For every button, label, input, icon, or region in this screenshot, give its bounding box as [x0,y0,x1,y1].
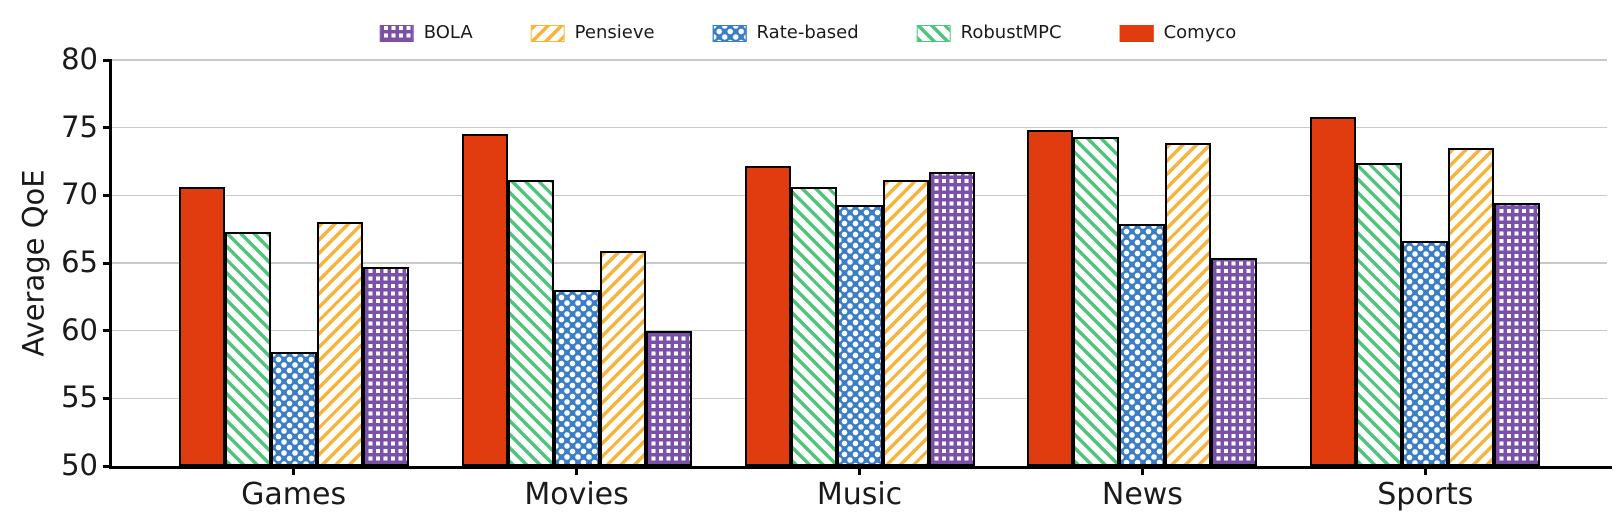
y-tick-mark [103,261,112,265]
bar-comyco-movies [461,134,508,466]
bar-rate-based-sports [1402,241,1449,466]
legend-swatch-comyco [1119,24,1154,42]
legend-item-robustmpc: RobustMPC [916,22,1062,43]
gridline-y-70 [112,194,1607,197]
legend-label: BOLA [423,22,473,43]
bar-rate-based-movies [553,290,600,466]
x-tick-label: Movies [524,477,629,512]
bar-pensieve-games [316,222,363,466]
y-tick-mark [103,193,112,197]
x-tick-mark [292,466,296,475]
bar-bola-sports [1494,203,1541,466]
y-tick-mark [103,329,112,333]
bar-bola-movies [645,330,692,466]
x-tick-mark [575,466,579,475]
bar-bola-news [1211,257,1258,466]
x-tick-mark [1140,466,1144,475]
legend-label: RobustMPC [960,22,1062,43]
x-tick-mark [1423,466,1427,475]
x-tick-label: Music [816,477,903,512]
y-tick-mark [103,396,112,400]
legend-label: Comyco [1163,22,1237,43]
y-tick-label: 60 [61,312,98,347]
gridline-y-80 [112,59,1607,61]
bar-rate-based-games [270,352,317,466]
legend-swatch-pensieve [530,24,565,42]
y-tick-label: 80 [61,42,98,76]
legend-item-rate-based: Rate-based [712,22,859,43]
legend-item-bola: BOLA [379,22,473,43]
bar-pensieve-music [882,180,929,466]
legend-swatch-rate-based [712,24,747,42]
gridline-y-75 [112,126,1607,129]
x-tick-mark [858,466,861,475]
bar-bola-music [928,172,975,466]
legend-label: Pensieve [574,22,655,43]
y-axis-spine [109,60,112,469]
y-tick-mark [103,464,112,468]
bar-robustmpc-games [224,231,271,466]
legend-item-comyco: Comyco [1119,22,1237,43]
y-tick-label: 65 [61,245,98,279]
y-tick-label: 50 [61,448,98,482]
bar-comyco-sports [1310,116,1357,466]
chart-legend: BOLA Pensieve Rate-based RobustMPC Comyco [379,22,1237,43]
x-axis-spine [109,466,1612,469]
bar-rate-based-music [836,204,883,466]
bar-robustmpc-movies [507,180,554,466]
legend-label: Rate-based [756,22,859,43]
bar-rate-based-news [1119,223,1166,466]
bar-pensieve-sports [1448,147,1495,466]
x-tick-label: Sports [1377,477,1474,512]
bar-robustmpc-sports [1356,162,1403,466]
y-tick-label: 55 [61,380,98,415]
legend-swatch-bola [379,24,414,42]
bar-comyco-news [1027,130,1074,466]
x-tick-label: Games [241,477,347,512]
bar-robustmpc-news [1073,137,1120,466]
y-tick-label: 75 [61,109,98,144]
bar-pensieve-news [1165,142,1212,466]
y-tick-mark [103,126,112,130]
legend-swatch-robustmpc [916,24,951,42]
legend-item-pensieve: Pensieve [530,22,655,43]
bar-bola-games [362,267,409,466]
bar-comyco-games [178,187,225,466]
x-tick-label: News [1101,477,1183,512]
bar-robustmpc-music [790,187,837,466]
y-tick-mark [103,58,112,62]
y-tick-label: 70 [61,177,98,212]
bar-comyco-music [744,165,791,466]
bar-pensieve-movies [599,250,646,466]
